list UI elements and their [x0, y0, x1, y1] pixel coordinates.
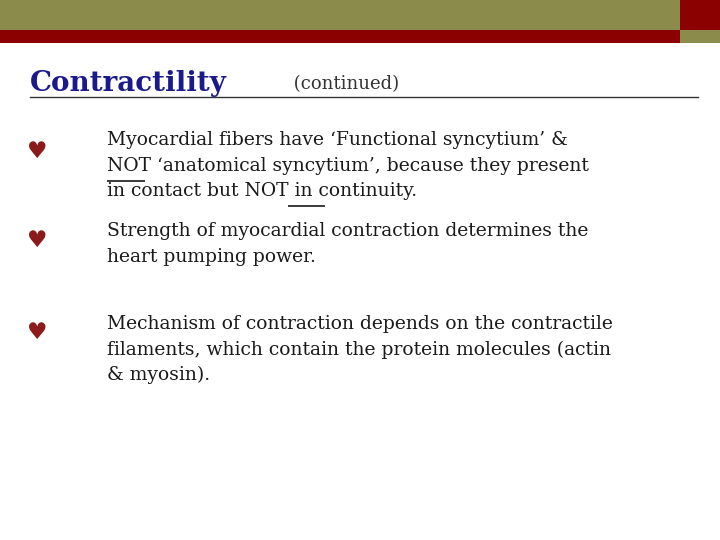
Text: & myosin).: & myosin). — [107, 366, 210, 384]
Text: Myocardial fibers have ‘Functional syncytium’ &: Myocardial fibers have ‘Functional syncy… — [107, 131, 567, 150]
Text: heart pumping power.: heart pumping power. — [107, 247, 315, 266]
Bar — [0, 0, 680, 30]
Text: (continued): (continued) — [288, 75, 399, 93]
Bar — [680, 30, 720, 43]
Bar — [0, 30, 680, 43]
Text: Mechanism of contraction depends on the contractile: Mechanism of contraction depends on the … — [107, 315, 613, 333]
Text: NOT ‘anatomical syncytium’, because they present: NOT ‘anatomical syncytium’, because they… — [107, 157, 588, 175]
Bar — [680, 0, 720, 30]
Text: ♥: ♥ — [27, 321, 48, 343]
Text: Contractility: Contractility — [30, 70, 227, 97]
Text: filaments, which contain the protein molecules (actin: filaments, which contain the protein mol… — [107, 340, 611, 359]
Text: Strength of myocardial contraction determines the: Strength of myocardial contraction deter… — [107, 222, 588, 240]
Text: in contact but NOT in continuity.: in contact but NOT in continuity. — [107, 182, 417, 200]
Text: ♥: ♥ — [27, 229, 48, 252]
Text: ♥: ♥ — [27, 140, 48, 163]
